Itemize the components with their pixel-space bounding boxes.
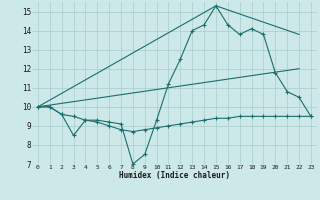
X-axis label: Humidex (Indice chaleur): Humidex (Indice chaleur) [119, 171, 230, 180]
